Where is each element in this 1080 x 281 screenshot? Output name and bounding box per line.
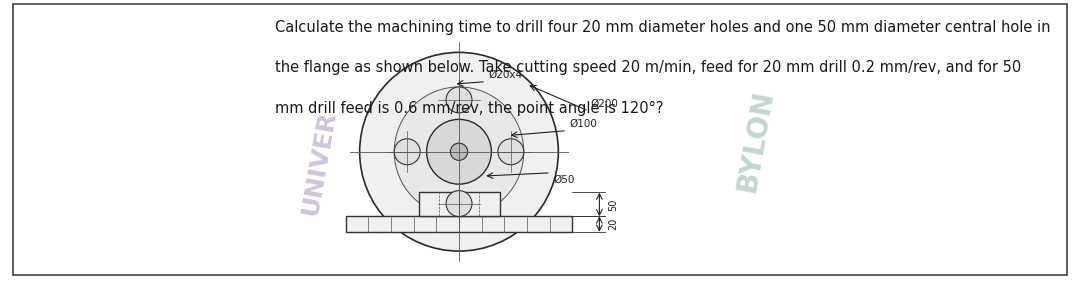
Text: 50: 50 (608, 198, 618, 211)
Text: 20: 20 (608, 218, 618, 230)
Text: Ø200: Ø200 (591, 99, 619, 109)
Text: BYLON: BYLON (733, 87, 779, 194)
Text: mm drill feed is 0.6 mm/rev, the point angle is 120°?: mm drill feed is 0.6 mm/rev, the point a… (275, 101, 664, 116)
Ellipse shape (394, 139, 420, 165)
Ellipse shape (360, 52, 558, 251)
Text: Ø100: Ø100 (569, 119, 597, 129)
Ellipse shape (446, 87, 472, 113)
Ellipse shape (427, 119, 491, 184)
Ellipse shape (450, 143, 468, 160)
Text: Ø50: Ø50 (553, 175, 575, 185)
Text: the flange as shown below. Take cutting speed 20 m/min, feed for 20 mm drill 0.2: the flange as shown below. Take cutting … (275, 60, 1022, 75)
Bar (419, 192, 499, 216)
Ellipse shape (446, 191, 472, 217)
Bar (346, 216, 572, 232)
Ellipse shape (498, 139, 524, 165)
Text: UNIVER: UNIVER (298, 109, 339, 217)
Text: Ø20x4: Ø20x4 (488, 70, 523, 80)
Text: Calculate the machining time to drill four 20 mm diameter holes and one 50 mm di: Calculate the machining time to drill fo… (275, 20, 1051, 35)
Ellipse shape (394, 87, 524, 217)
